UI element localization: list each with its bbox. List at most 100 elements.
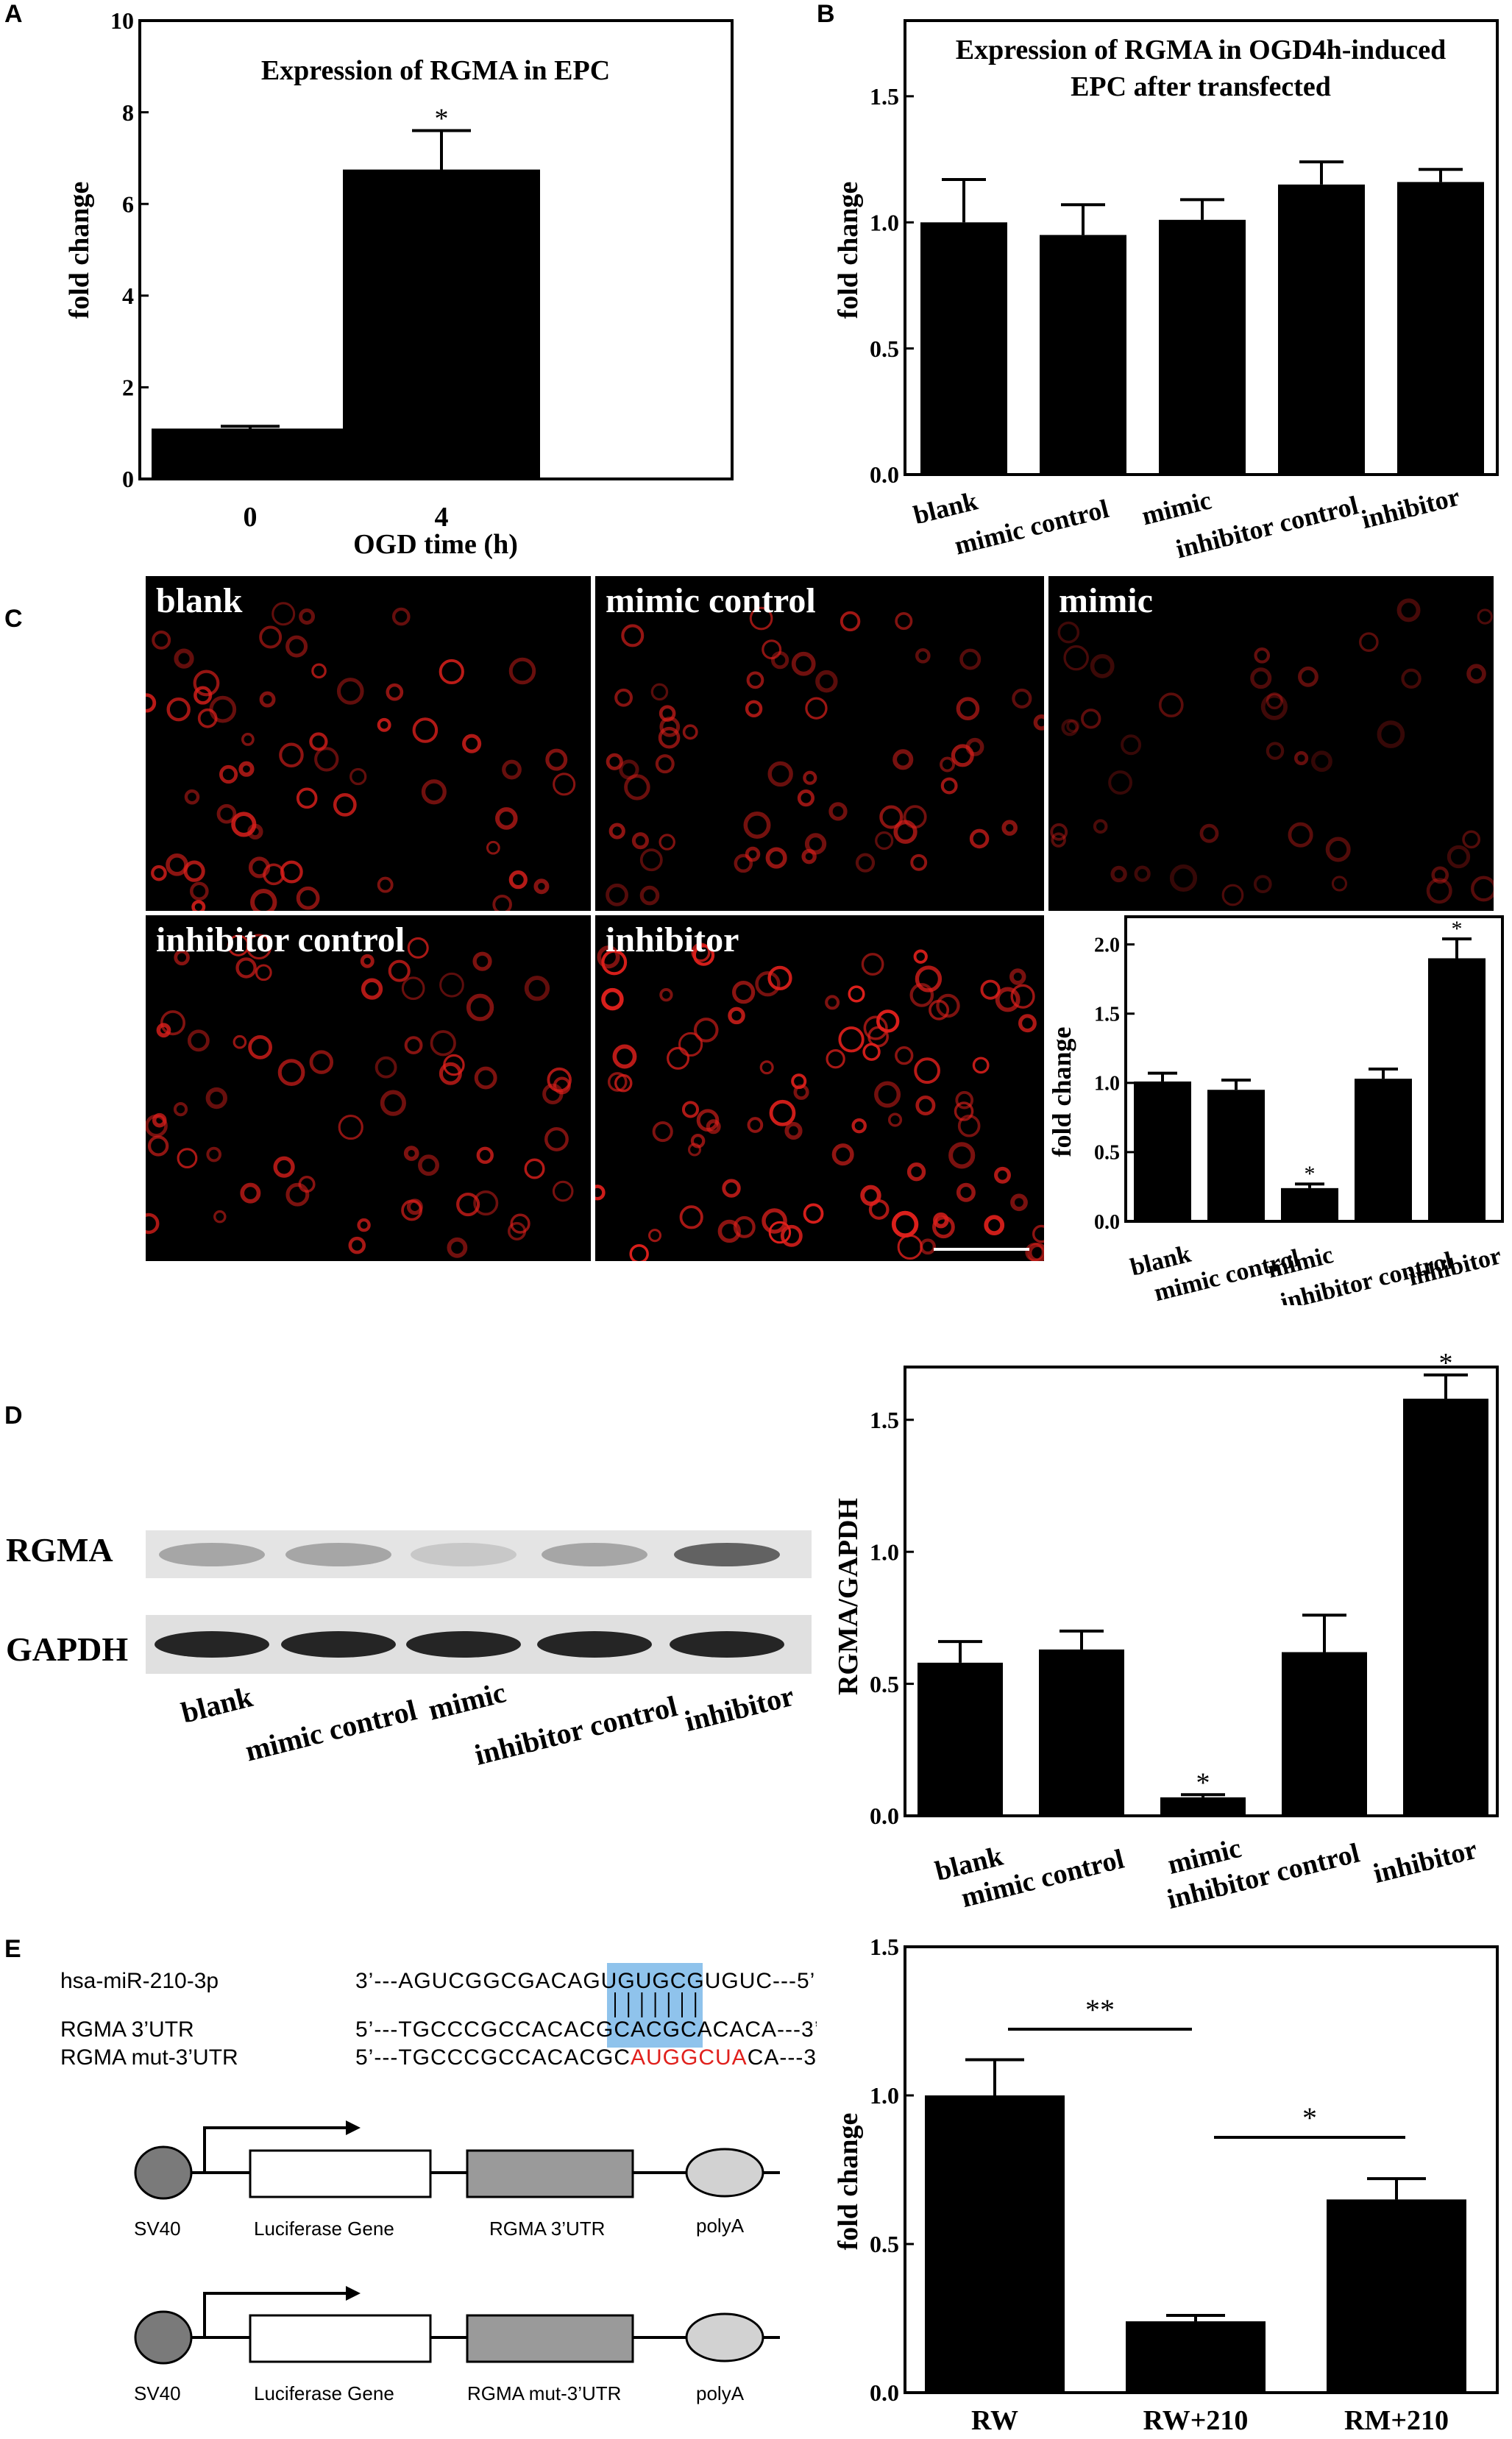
cell (1158, 692, 1184, 718)
cell (407, 937, 429, 959)
cell (544, 1126, 569, 1151)
cell (279, 742, 304, 768)
y-tick-label: 1.0 (1094, 1073, 1120, 1096)
y-tick-label: 0.5 (870, 336, 899, 362)
significance-mark: * (1439, 1354, 1453, 1379)
cell (462, 734, 482, 753)
cell (391, 607, 411, 626)
cell (690, 1134, 706, 1149)
y-tick-label: 0.0 (1094, 1211, 1120, 1234)
cell (791, 651, 816, 676)
cell (936, 993, 960, 1018)
cell (745, 846, 761, 862)
cell (1298, 666, 1318, 687)
luciferase-box (249, 2149, 432, 2198)
x-tick-label: blank (911, 486, 981, 530)
cell (915, 648, 931, 664)
cell (681, 1101, 700, 1118)
cell (1401, 668, 1422, 689)
cell (299, 608, 316, 625)
cell (659, 717, 681, 737)
cell (1311, 750, 1332, 773)
cell (1471, 876, 1494, 902)
cell (913, 949, 928, 964)
x-tick-label: inhibitor (1406, 1242, 1505, 1291)
cell (474, 1066, 497, 1090)
bar (920, 222, 1007, 475)
panel-label-d: D (4, 1402, 23, 1430)
cell (1001, 820, 1018, 836)
cell (696, 1109, 720, 1132)
cell (887, 1112, 903, 1127)
micrograph-blank: blank (146, 576, 591, 911)
x-tick-label: 0 (244, 502, 258, 533)
cell (895, 612, 913, 631)
cell (1254, 647, 1271, 664)
cell (679, 1205, 703, 1229)
chart-b: Expression of RGMA in OGD4h-induced EPC … (833, 19, 1499, 564)
cell (874, 1081, 901, 1108)
cell (762, 639, 782, 660)
cell (1466, 664, 1486, 684)
cell (443, 1054, 465, 1076)
construct-mut-label-0: SV40 (134, 2382, 181, 2404)
cell (731, 981, 756, 1004)
cell (502, 759, 522, 780)
cell (1266, 692, 1283, 710)
cell (828, 802, 848, 821)
blot-lane-label: mimic control (242, 1693, 420, 1767)
cell (216, 803, 237, 824)
cell (722, 1179, 741, 1198)
gapdh-band (670, 1631, 784, 1658)
cell (861, 953, 884, 976)
micrograph-inhibitor-control: inhibitor control (146, 915, 591, 1261)
y-tick-label: 0.0 (870, 2379, 899, 2406)
cell (285, 1182, 310, 1207)
cell (1009, 968, 1026, 985)
cell (542, 1083, 564, 1105)
cell (1331, 876, 1348, 892)
bar (1327, 2199, 1466, 2393)
cell (151, 865, 167, 881)
cell (767, 965, 792, 991)
cell (421, 779, 447, 805)
cell (296, 886, 320, 910)
cell (1066, 719, 1080, 733)
transcription-arrow (203, 2292, 353, 2337)
cell (246, 934, 272, 960)
cell (552, 1180, 574, 1202)
cell (1288, 822, 1313, 848)
seq-mir-post: C---5’ (756, 1969, 815, 1993)
significance-mark: * (1196, 1767, 1210, 1798)
chart-a-xlabel: OGD time (h) (353, 529, 518, 560)
cell (601, 987, 624, 1011)
cell (920, 1238, 936, 1255)
y-tick-label: 1.5 (1094, 1004, 1120, 1026)
rgma-band (159, 1543, 265, 1566)
cell (1093, 819, 1108, 834)
cell (619, 759, 639, 780)
cell (1294, 750, 1309, 766)
cell (241, 733, 255, 746)
construct-mut-label-2: RGMA mut-3’UTR (467, 2382, 621, 2404)
cell (314, 747, 339, 772)
cell (404, 1036, 423, 1055)
y-tick-label: 1.5 (870, 1934, 899, 1960)
cell (377, 717, 391, 732)
cell (831, 1143, 854, 1166)
seq-mir-pre: 3’---AGUCGGCGACAGUG (355, 1969, 636, 1993)
cell (1121, 734, 1142, 756)
cell (146, 1213, 160, 1235)
cell (639, 848, 663, 872)
cell (631, 832, 649, 850)
y-tick-label: 1.5 (870, 1407, 899, 1433)
bar (1282, 1652, 1367, 1816)
cell (476, 1146, 494, 1164)
utr-box (466, 2314, 634, 2363)
cell (360, 954, 375, 968)
micrograph-label: inhibitor control (156, 920, 405, 959)
significance-mark: * (435, 104, 449, 135)
cell (456, 1192, 480, 1217)
cell (357, 1218, 371, 1232)
cell (209, 695, 237, 723)
